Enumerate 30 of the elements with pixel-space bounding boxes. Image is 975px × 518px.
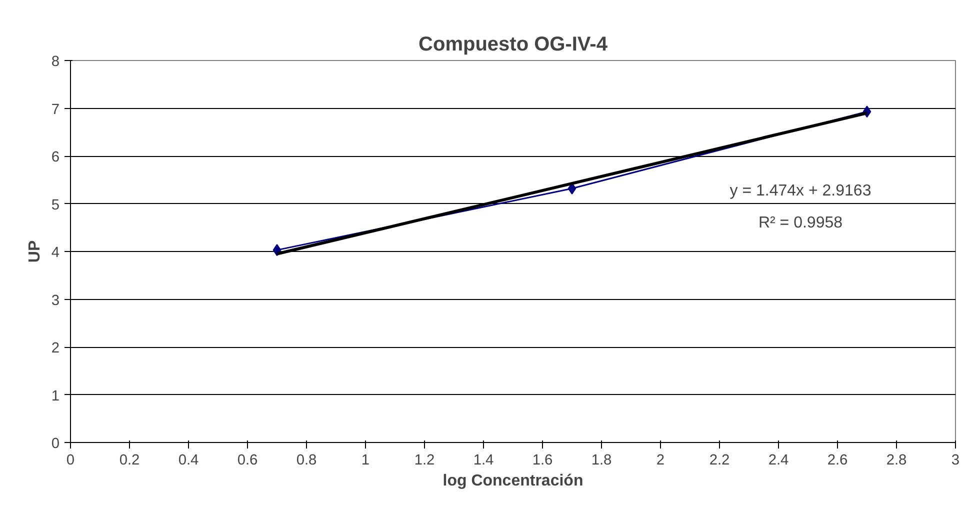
- x-tick-label: 1.4: [473, 452, 494, 468]
- y-tick-label: 5: [51, 197, 60, 214]
- y-tick-label: 3: [51, 292, 60, 309]
- x-axis-title: log Concentración: [442, 472, 584, 490]
- y-tick-label: 2: [51, 340, 60, 356]
- x-tick-label: 0.6: [237, 452, 258, 468]
- x-tick-label: 0.2: [119, 452, 140, 468]
- x-tick-label: 1.2: [414, 452, 435, 468]
- x-tick-label: 0.4: [178, 452, 199, 468]
- x-tick-label: 2.4: [768, 452, 789, 468]
- x-tick-label: 2.2: [709, 452, 730, 468]
- chart-title: Compuesto OG-IV-4: [418, 34, 608, 56]
- annotation: R² = 0.9958: [758, 214, 843, 232]
- x-tick-label: 2: [656, 452, 665, 468]
- y-tick-label: 6: [51, 150, 60, 166]
- y-tick-label: 7: [51, 102, 60, 118]
- annotation: y = 1.474x + 2.9163: [730, 182, 872, 200]
- x-tick-label: 0.8: [296, 452, 317, 468]
- y-tick-label: 0: [51, 436, 60, 452]
- x-tick-label: 3: [951, 452, 960, 468]
- y-tick-label: 8: [51, 54, 60, 70]
- x-tick-label: 2.8: [886, 452, 907, 468]
- x-tick-label: 1.8: [591, 452, 612, 468]
- x-tick-label: 2.6: [827, 452, 848, 468]
- x-tick-label: 1.6: [532, 452, 553, 468]
- y-tick-label: 4: [51, 245, 60, 261]
- x-tick-label: 1: [361, 452, 370, 468]
- x-tick-label: 0: [66, 452, 75, 468]
- y-tick-label: 1: [51, 388, 60, 404]
- y-axis-title: UP: [26, 240, 44, 263]
